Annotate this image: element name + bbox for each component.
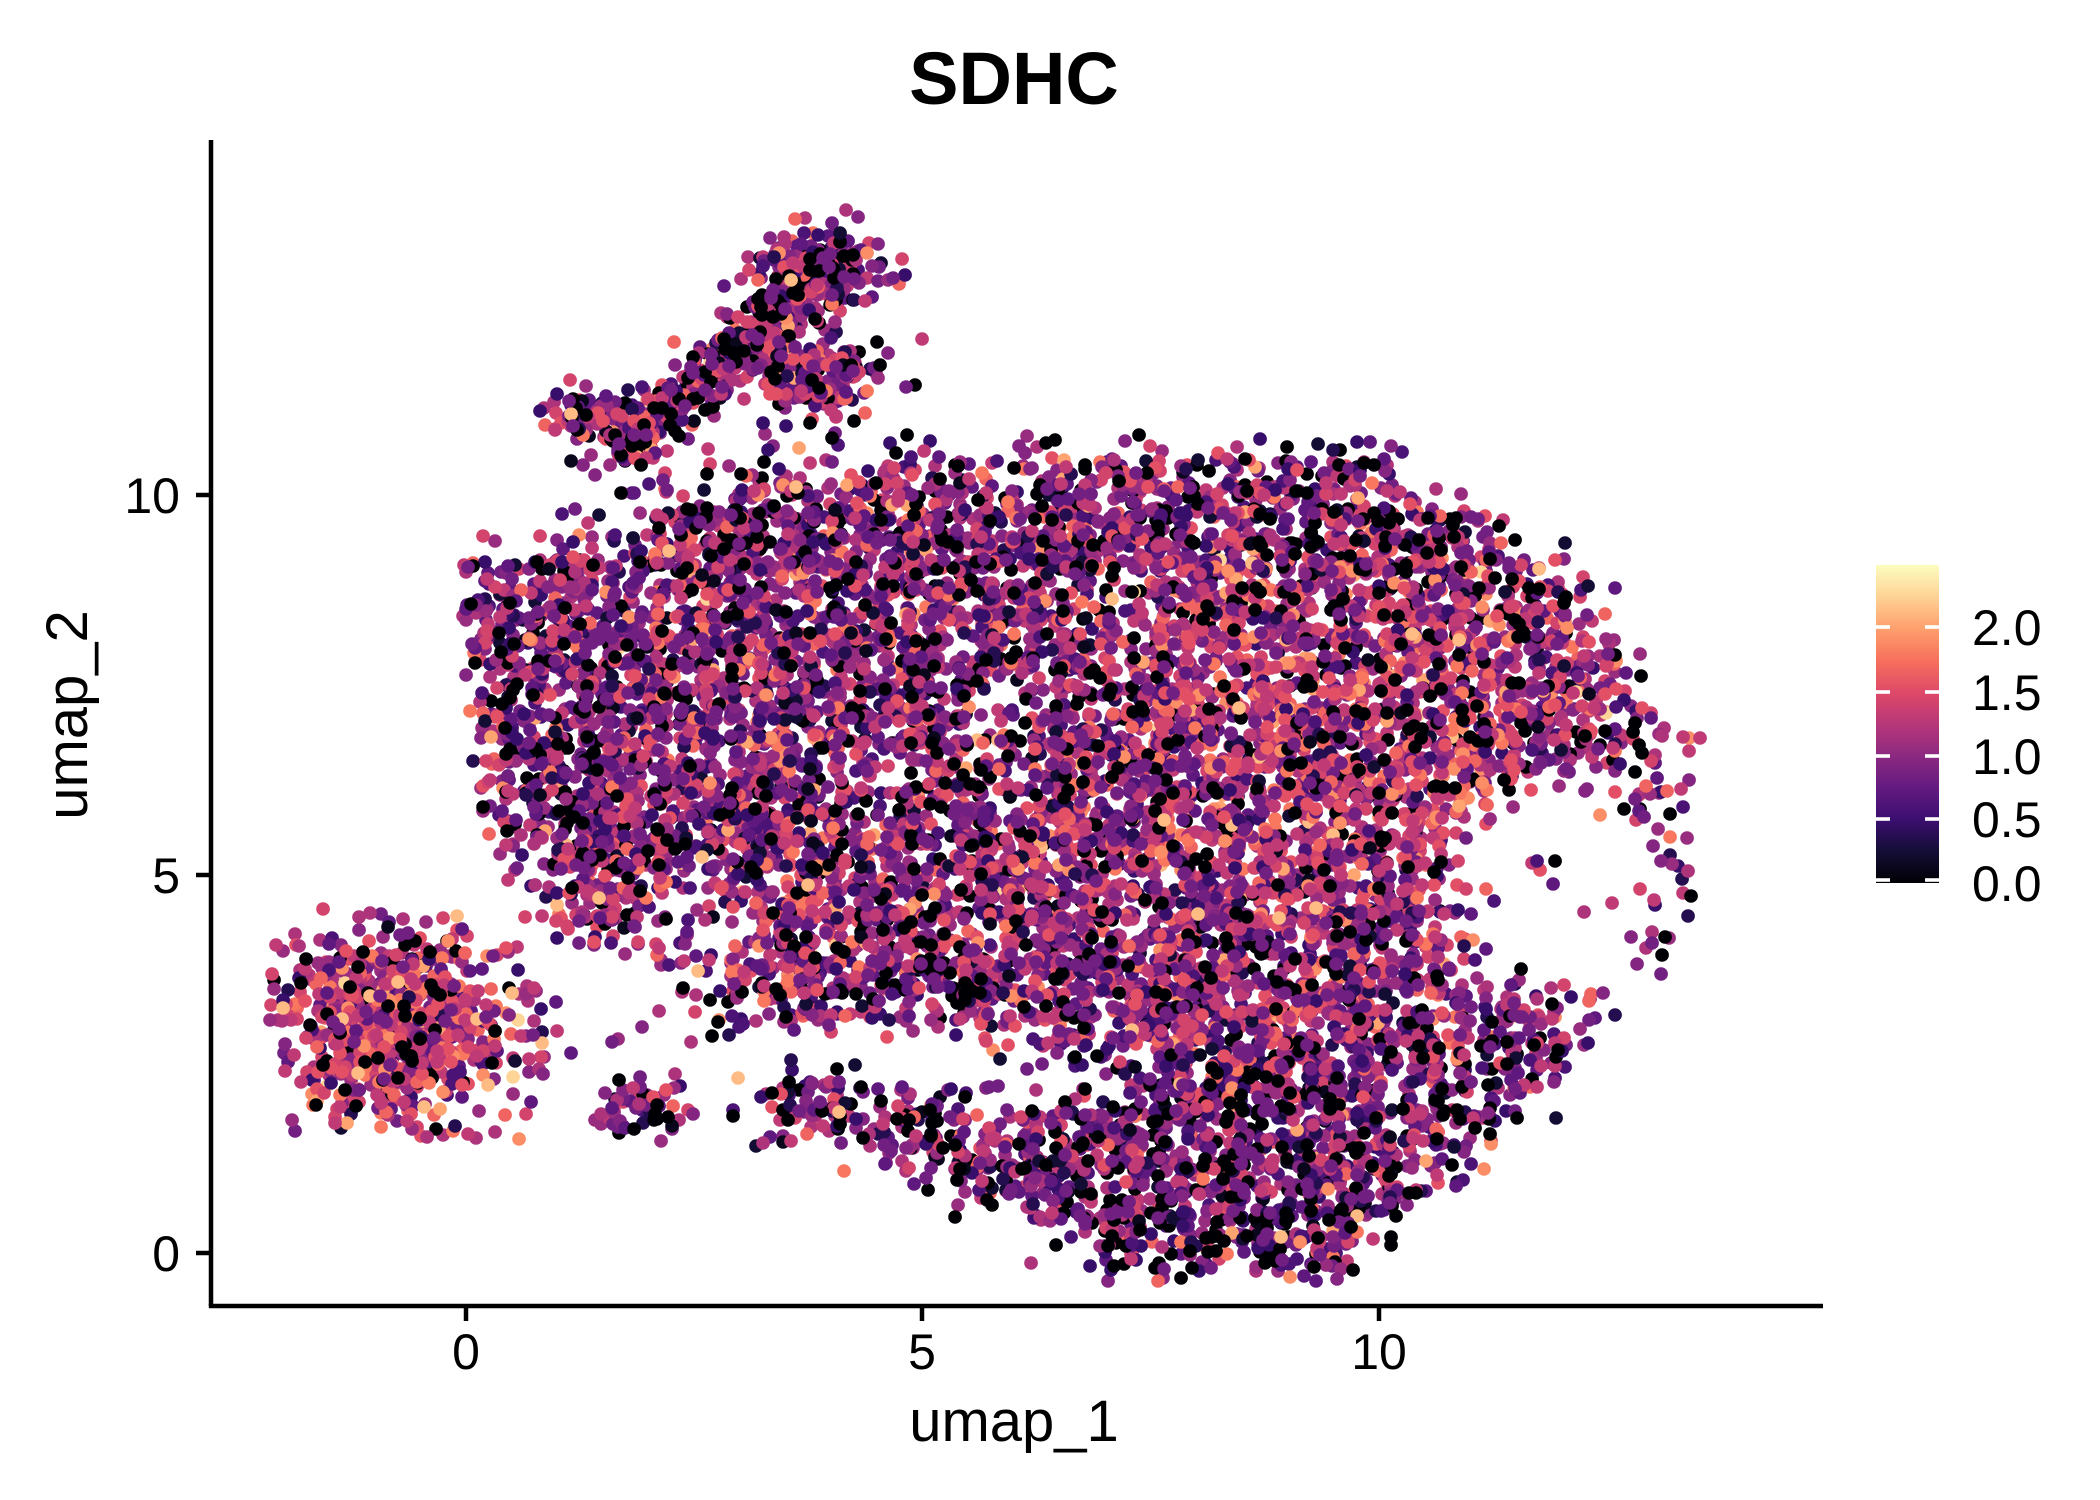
svg-text:umap_2: umap_2 xyxy=(35,610,100,820)
svg-text:1.5: 1.5 xyxy=(1972,665,2042,721)
svg-text:SDHC: SDHC xyxy=(909,37,1119,120)
svg-text:0: 0 xyxy=(152,1226,180,1282)
svg-text:10: 10 xyxy=(124,468,180,524)
svg-text:0.5: 0.5 xyxy=(1972,792,2042,848)
svg-text:5: 5 xyxy=(152,848,180,904)
svg-text:1.0: 1.0 xyxy=(1972,729,2042,785)
svg-text:2.0: 2.0 xyxy=(1972,600,2042,656)
svg-text:umap_1: umap_1 xyxy=(909,1389,1119,1454)
svg-text:5: 5 xyxy=(908,1324,936,1380)
svg-text:0.0: 0.0 xyxy=(1972,856,2042,912)
svg-text:0: 0 xyxy=(452,1324,480,1380)
svg-text:10: 10 xyxy=(1351,1324,1407,1380)
